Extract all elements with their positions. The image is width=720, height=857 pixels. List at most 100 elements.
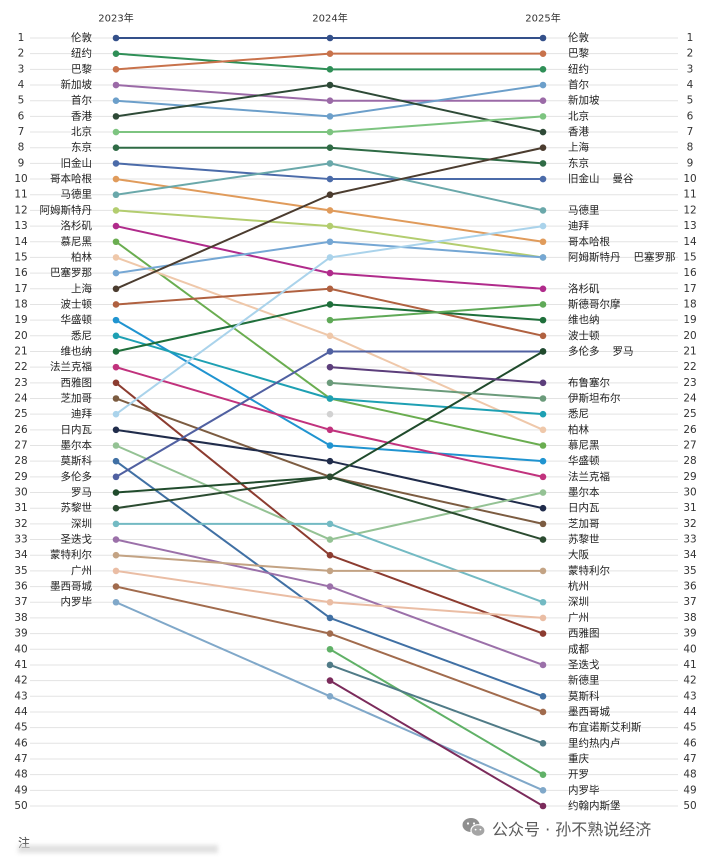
label-2025: 斯德哥尔摩 [568,297,621,310]
watermark: 公众号 · 孙不熟说经济 [462,816,651,840]
blurred-footnote [18,845,218,853]
series-dot [112,598,120,606]
label-2025: 柏林 [568,423,589,436]
year-headers: 2023年 2024年 2025年 [98,12,560,25]
series-dot [539,740,547,747]
series-dot [326,677,334,684]
series-dot [326,160,334,167]
label-2025: 日内瓦 [568,501,600,514]
label-2025: 首尔 [568,78,589,91]
series-line [329,366,544,384]
series-line [329,84,544,134]
series-dot [112,50,120,57]
rank-tick-right: 3 [687,63,694,75]
series-dot [539,254,547,261]
series-dot [326,661,334,669]
series-dot [539,771,547,778]
series-dot [326,81,334,89]
rank-tick-right: 22 [683,361,696,373]
series-line [329,585,544,666]
rank-tick-left: 26 [14,424,28,436]
series-line [115,585,331,635]
series-dot [539,457,547,465]
series-dot [112,191,120,199]
label-2025: 巴黎 [568,47,589,60]
series-line [115,428,331,463]
rank-tick-right: 2 [687,48,694,60]
series-dot [326,238,334,246]
series-line [115,381,331,557]
series-dot [326,473,334,481]
series-dot [326,614,334,622]
rank-tick-right: 5 [687,95,694,107]
series-dot [326,583,334,590]
rank-tick-left: 47 [14,753,27,765]
series-line [115,397,331,478]
series-dot [112,34,120,42]
rank-tick-right: 7 [687,126,694,138]
rank-tick-left: 31 [14,502,27,514]
rank-tick-left: 2 [18,48,25,60]
label-2023: 波士顿 [61,297,93,310]
series-dot [112,113,120,120]
label-2025: 新加坡 [568,94,600,107]
series-dot [539,160,547,167]
label-2025: 阿姆斯特丹 [568,250,621,263]
watermark-text: 公众号 · 孙不熟说经济 [492,820,652,839]
label-2025: 迪拜 [568,220,589,232]
series-dot [326,457,334,465]
label-2023: 内罗毕 [61,595,93,608]
label-2023: 法兰克福 [50,360,92,373]
series-dot [112,426,120,434]
rank-tick-left: 38 [14,612,27,624]
label-2025: 华盛顿 [568,454,600,467]
series-dot [112,207,120,214]
series-dot [326,363,334,371]
rank-tick-right: 15 [683,251,696,263]
label-2023: 马德里 [61,188,93,201]
series-dot [112,332,120,340]
series-dot [326,301,334,308]
series-dots [112,34,547,810]
series-dot [539,348,547,355]
rank-tick-right: 36 [683,581,697,593]
label-2023: 伦敦 [71,31,92,44]
series-line [329,84,544,118]
series-dot [326,348,334,355]
rank-tick-right: 17 [683,283,696,295]
rank-tick-right: 18 [683,298,696,310]
series-dot [112,222,120,230]
series-dot [326,113,334,120]
label-2023: 罗马 [71,487,92,499]
series-dot [326,254,334,261]
series-dot [326,332,334,340]
label-2023: 纽约 [71,47,92,60]
series-dot [326,285,334,293]
series-dot [112,285,120,293]
rank-tick-right: 4 [687,79,694,91]
series-line [329,162,544,212]
series-lines [115,37,544,807]
label-2025: 约翰内斯堡 [568,799,621,812]
series-line [329,475,544,541]
series-dot [326,426,334,434]
series-dot [112,254,120,261]
label-2025: 里约热内卢 [568,736,621,749]
series-dot [539,175,547,183]
series-dot [539,520,547,528]
rank-tick-left: 50 [14,800,27,812]
rank-tick-left: 37 [14,596,27,608]
rank-tick-right: 32 [683,518,696,530]
rank-tick-left: 1 [18,32,25,44]
series-line [115,554,331,572]
series-dot [539,708,547,716]
series-dot [112,175,120,183]
series-dot [539,567,547,575]
rank-tick-left: 48 [14,769,27,781]
series-line [329,209,544,243]
label-2025: 慕尼黑 [568,439,600,452]
label-2023: 悉尼 [71,330,92,342]
rank-tick-right: 35 [683,565,696,577]
label-2025: 伊斯坦布尔 [568,391,621,404]
